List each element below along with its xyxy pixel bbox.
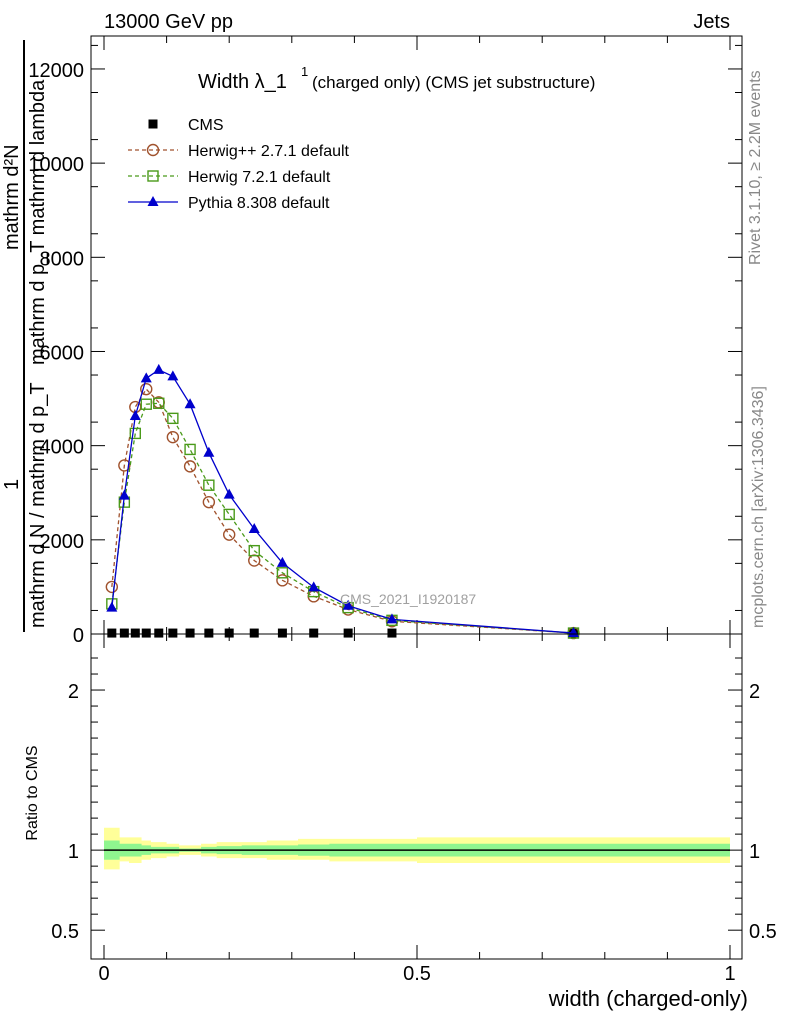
data-point (154, 628, 164, 638)
legend-label: CMS (188, 117, 224, 134)
data-point (203, 479, 215, 491)
y-tick-label: 12000 (28, 60, 84, 82)
rivet-label: Rivet 3.1.10, ≥ 2.2M events (747, 70, 764, 265)
title-main: Width λ_1 (198, 71, 287, 93)
y-tick-label: 6000 (40, 342, 85, 364)
data-point (309, 628, 319, 638)
data-point (167, 412, 179, 425)
data-point (387, 628, 397, 638)
data-point (140, 382, 153, 396)
ratio-x-tick-label: 1 (724, 963, 735, 985)
data-point (342, 599, 354, 610)
legend-label: Herwig++ 2.7.1 default (188, 143, 350, 160)
ratio-y-tick-label-right: 1 (749, 841, 760, 863)
data-point (140, 398, 152, 410)
ratio-y-tick-label-right: 0.5 (749, 921, 777, 943)
data-point (248, 522, 260, 533)
data-point (202, 495, 216, 509)
data-point (249, 628, 259, 638)
ratio-xlabel: width (charged-only) (548, 986, 748, 1011)
data-point (183, 460, 197, 473)
data-point (153, 397, 165, 409)
data-point (118, 489, 130, 500)
ratio-y-tick-label: 1 (68, 841, 79, 863)
y-tick-label: 10000 (28, 154, 84, 176)
data-point (129, 427, 142, 440)
ratio-ylabel: Ratio to CMS (24, 745, 41, 840)
legend: CMS Herwig++ 2.7.1 default Herwig 7.2.1 de… (128, 117, 350, 212)
ratio-x-tick-label: 0.5 (403, 963, 431, 985)
data-point (568, 627, 579, 638)
ratio-plot-frame (90, 633, 743, 960)
data-point (386, 613, 398, 624)
legend-marker (147, 170, 159, 182)
title-suffix: (charged only) (CMS jet substructure) (312, 73, 595, 92)
main-ylabel: 1 mathrm d N / mathrm d p_T mathrm d²N m… (1, 40, 49, 632)
ratio-y-tick-label-right: 2 (749, 681, 760, 703)
ratio-axes: 0.5 0.5 1 1 2 2 0 0.5 1 (51, 634, 777, 985)
ratio-y-tick-label: 2 (68, 681, 79, 703)
data-point (106, 601, 118, 612)
y-tick-label: 2000 (40, 531, 85, 553)
legend-marker (147, 196, 159, 206)
data-point (224, 628, 234, 638)
data-point (118, 459, 131, 472)
legend-marker (146, 143, 160, 157)
data-point (130, 628, 140, 638)
ylabel-outer-numerator: 1 (1, 479, 23, 490)
data-point (166, 430, 180, 444)
data-point (140, 372, 152, 383)
energy-label: 13000 GeV pp (104, 11, 233, 33)
title-superscript: 1 (301, 64, 308, 79)
category-label: Jets (693, 11, 730, 33)
data-point (343, 628, 353, 638)
legend-label: Herwig 7.2.1 default (188, 169, 331, 186)
data-point (277, 628, 287, 638)
series-line (111, 388, 574, 634)
data-point (204, 628, 214, 638)
y-tick-label: 4000 (40, 437, 85, 459)
data-point (185, 628, 195, 638)
ratio-bands (104, 827, 730, 870)
ylabel-inner-numerator: mathrm d²N (1, 144, 23, 250)
data-point (119, 628, 129, 638)
data-point (248, 544, 260, 557)
ylabel-inner-denominator: mathrm d p_T mathrm d lambda (27, 79, 49, 365)
main-axes: 0 2000 4000 6000 8000 10000 12000 (28, 36, 742, 647)
data-point (203, 446, 215, 457)
data-point (129, 409, 141, 420)
y-tick-label: 0 (73, 625, 84, 647)
data-point (167, 370, 179, 381)
data-point (276, 567, 289, 579)
mcplots-label: mcplots.cern.ch [arXiv:1306.3436] (750, 386, 767, 628)
data-point (223, 488, 235, 499)
y-tick-label: 8000 (40, 248, 85, 270)
main-series (105, 363, 580, 640)
ylabel-outer-denominator: mathrm d N / mathrm d p_T (27, 382, 49, 628)
legend-marker (148, 119, 158, 129)
data-point (184, 443, 196, 456)
data-point (223, 508, 235, 521)
data-point (105, 580, 119, 594)
plot-title: Width λ_1 1 (charged only) (CMS jet subs… (198, 64, 595, 93)
data-point (153, 363, 165, 374)
ratio-x-tick-label: 0 (98, 963, 109, 985)
data-point (308, 581, 320, 592)
ratio-y-tick-label: 0.5 (51, 921, 79, 943)
analysis-watermark: CMS_2021_I1920187 (340, 591, 476, 607)
data-point (276, 574, 289, 587)
data-point (107, 628, 117, 638)
legend-label: Pythia 8.308 default (188, 195, 330, 212)
data-point (141, 628, 151, 638)
data-point (184, 398, 196, 409)
data-point (276, 556, 288, 567)
series-line (111, 402, 574, 634)
data-point (222, 528, 236, 541)
data-point (168, 628, 178, 638)
